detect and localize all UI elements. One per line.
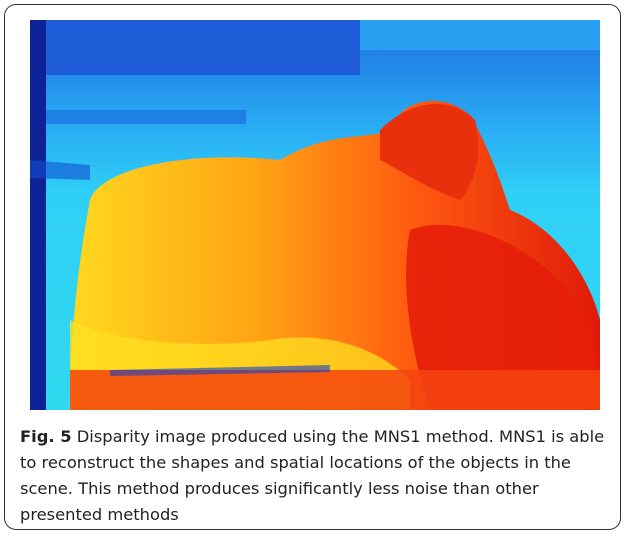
figure-caption: Fig. 5 Disparity image produced using th…	[20, 424, 612, 528]
disparity-image	[30, 20, 600, 410]
caption-text: Disparity image produced using the MNS1 …	[20, 427, 604, 524]
figure-label: Fig. 5	[20, 427, 72, 446]
